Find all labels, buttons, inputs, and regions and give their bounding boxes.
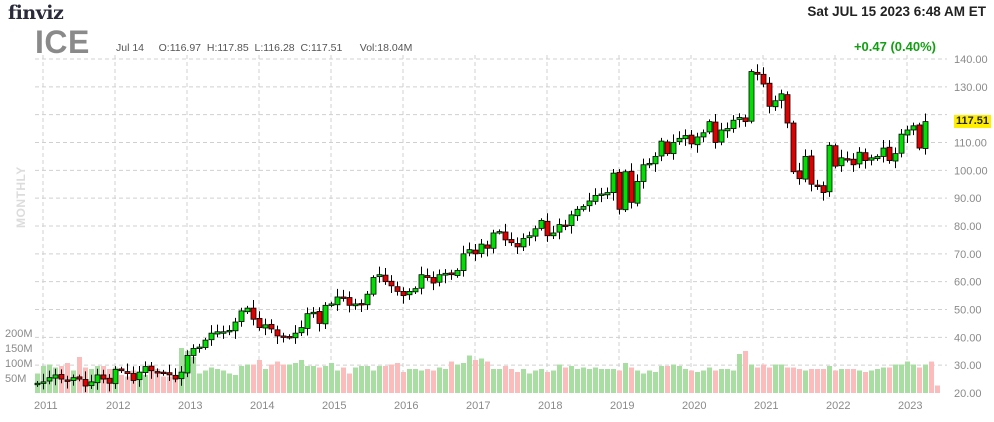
ohlc-info: Jul 14 O:116.97 H:117.85 L:116.28 C:117.… — [116, 42, 413, 54]
svg-text:20.00: 20.00 — [954, 388, 982, 400]
svg-text:2015: 2015 — [322, 400, 346, 412]
time-axis: 2011 2012 2013 2014 2015 2016 2017 2018 2019 2020… — [34, 400, 922, 412]
svg-text:2019: 2019 — [610, 400, 634, 412]
svg-text:2018: 2018 — [538, 400, 562, 412]
svg-text:40.00: 40.00 — [954, 332, 982, 344]
svg-text:2023: 2023 — [898, 400, 922, 412]
svg-text:50.00: 50.00 — [954, 305, 982, 317]
svg-text:130.00: 130.00 — [954, 82, 988, 94]
datetime: Sat JUL 15 2023 6:48 AM ET — [807, 4, 986, 19]
candlesticks — [34, 64, 929, 393]
svg-text:60.00: 60.00 — [954, 277, 982, 289]
grid-lines — [35, 55, 947, 393]
svg-text:2017: 2017 — [466, 400, 490, 412]
svg-text:30.00: 30.00 — [954, 360, 982, 372]
svg-text:2011: 2011 — [34, 400, 58, 412]
price-change: +0.47 (0.40%) — [853, 39, 936, 54]
svg-text:150M: 150M — [5, 343, 33, 355]
svg-text:2012: 2012 — [106, 400, 130, 412]
last-price-badge: 117.51 — [954, 115, 992, 128]
svg-text:90.00: 90.00 — [954, 193, 982, 205]
svg-text:2013: 2013 — [178, 400, 202, 412]
svg-text:140.00: 140.00 — [954, 54, 988, 66]
svg-text:100.00: 100.00 — [954, 165, 988, 177]
ticker-symbol: ICE — [35, 24, 90, 60]
price-axis: 20.00 30.00 40.00 50.00 60.00 70.00 80.00 90.00… — [954, 54, 988, 400]
volume-axis: 50M 100M 150M 200M — [5, 328, 33, 385]
volume-bars — [35, 348, 940, 393]
svg-text:2021: 2021 — [754, 400, 778, 412]
svg-text:2020: 2020 — [682, 400, 706, 412]
svg-text:100M: 100M — [5, 358, 33, 370]
svg-text:2022: 2022 — [826, 400, 850, 412]
finviz-logo[interactable]: finviz — [8, 2, 64, 24]
svg-text:80.00: 80.00 — [954, 221, 982, 233]
svg-text:200M: 200M — [5, 328, 33, 340]
svg-text:50M: 50M — [5, 373, 26, 385]
svg-text:2014: 2014 — [250, 400, 274, 412]
svg-text:70.00: 70.00 — [954, 249, 982, 261]
svg-text:2016: 2016 — [394, 400, 418, 412]
svg-text:110.00: 110.00 — [954, 138, 987, 150]
